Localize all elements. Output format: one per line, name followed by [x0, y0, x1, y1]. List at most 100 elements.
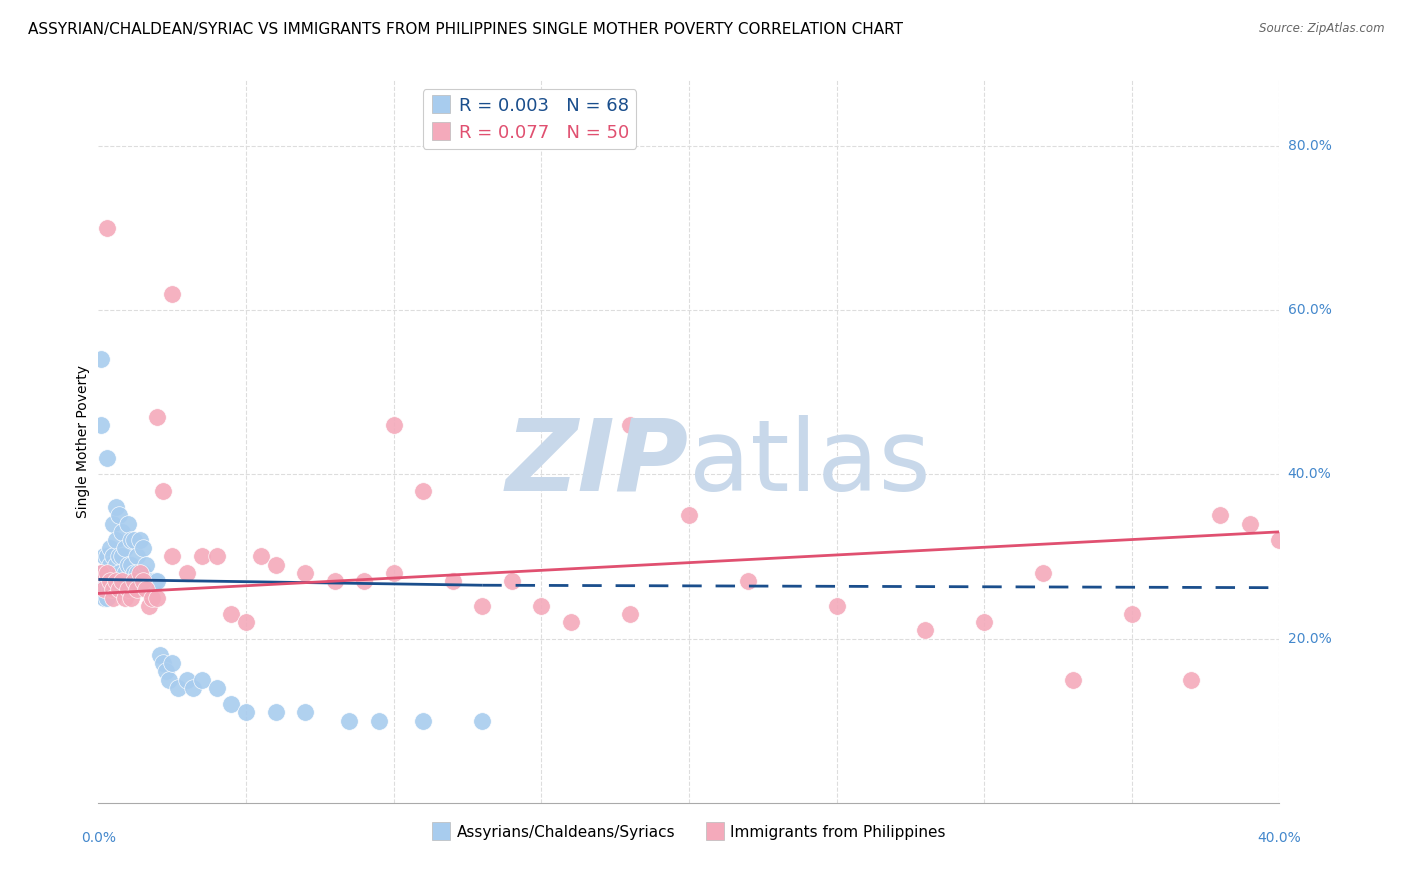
Point	[103, 566, 125, 580]
Point	[108, 582, 131, 597]
Point	[560, 615, 582, 630]
Text: 60.0%: 60.0%	[1288, 303, 1331, 318]
Point	[353, 574, 375, 588]
Point	[96, 450, 118, 465]
Point	[117, 558, 139, 572]
Point	[132, 541, 155, 556]
Point	[235, 615, 257, 630]
Point	[191, 673, 214, 687]
Point	[108, 566, 131, 580]
Point	[176, 673, 198, 687]
Point	[105, 574, 128, 588]
Point	[146, 574, 169, 588]
Point	[294, 706, 316, 720]
Point	[105, 574, 128, 588]
Point	[108, 508, 131, 523]
Point	[90, 352, 112, 367]
Point	[111, 524, 134, 539]
Point	[146, 591, 169, 605]
Point	[114, 566, 136, 580]
Point	[138, 599, 160, 613]
Point	[93, 549, 115, 564]
Point	[96, 549, 118, 564]
Point	[128, 533, 150, 547]
Text: 40.0%: 40.0%	[1257, 830, 1302, 845]
Point	[125, 582, 148, 597]
Point	[678, 508, 700, 523]
Point	[1032, 566, 1054, 580]
Point	[96, 574, 118, 588]
Point	[176, 566, 198, 580]
Point	[737, 574, 759, 588]
Point	[125, 566, 148, 580]
Point	[914, 624, 936, 638]
Point	[1239, 516, 1261, 531]
Point	[143, 574, 166, 588]
Point	[167, 681, 190, 695]
Point	[90, 418, 112, 433]
Point	[138, 574, 160, 588]
Point	[1209, 508, 1232, 523]
Point	[181, 681, 204, 695]
Point	[825, 599, 848, 613]
Point	[105, 533, 128, 547]
Point	[114, 541, 136, 556]
Point	[368, 714, 391, 728]
Point	[323, 574, 346, 588]
Point	[120, 574, 142, 588]
Point	[103, 591, 125, 605]
Point	[96, 591, 118, 605]
Text: atlas: atlas	[689, 415, 931, 512]
Point	[98, 582, 121, 597]
Point	[973, 615, 995, 630]
Point	[149, 648, 172, 662]
Point	[412, 483, 434, 498]
Point	[155, 665, 177, 679]
Point	[250, 549, 273, 564]
Point	[1268, 533, 1291, 547]
Point	[221, 698, 243, 712]
Point	[382, 418, 405, 433]
Point	[530, 599, 553, 613]
Point	[117, 582, 139, 597]
Point	[221, 607, 243, 621]
Point	[103, 549, 125, 564]
Point	[162, 657, 183, 671]
Point	[294, 566, 316, 580]
Point	[128, 566, 150, 580]
Point	[122, 574, 145, 588]
Point	[135, 558, 157, 572]
Point	[162, 549, 183, 564]
Text: 40.0%: 40.0%	[1288, 467, 1331, 482]
Point	[619, 607, 641, 621]
Point	[120, 558, 142, 572]
Text: 20.0%: 20.0%	[1288, 632, 1331, 646]
Point	[120, 591, 142, 605]
Point	[1062, 673, 1084, 687]
Text: 0.0%: 0.0%	[82, 830, 115, 845]
Point	[93, 582, 115, 597]
Point	[120, 533, 142, 547]
Legend: Assyrians/Chaldeans/Syriacs, Immigrants from Philippines: Assyrians/Chaldeans/Syriacs, Immigrants …	[426, 819, 952, 846]
Point	[93, 591, 115, 605]
Point	[471, 714, 494, 728]
Point	[132, 574, 155, 588]
Point	[90, 582, 112, 597]
Text: ZIP: ZIP	[506, 415, 689, 512]
Point	[264, 706, 287, 720]
Point	[264, 558, 287, 572]
Point	[114, 591, 136, 605]
Point	[152, 483, 174, 498]
Point	[205, 681, 228, 695]
Point	[141, 574, 163, 588]
Point	[98, 574, 121, 588]
Point	[162, 286, 183, 301]
Point	[125, 549, 148, 564]
Point	[191, 549, 214, 564]
Y-axis label: Single Mother Poverty: Single Mother Poverty	[76, 365, 90, 518]
Point	[132, 566, 155, 580]
Point	[111, 574, 134, 588]
Point	[235, 706, 257, 720]
Point	[122, 533, 145, 547]
Point	[152, 657, 174, 671]
